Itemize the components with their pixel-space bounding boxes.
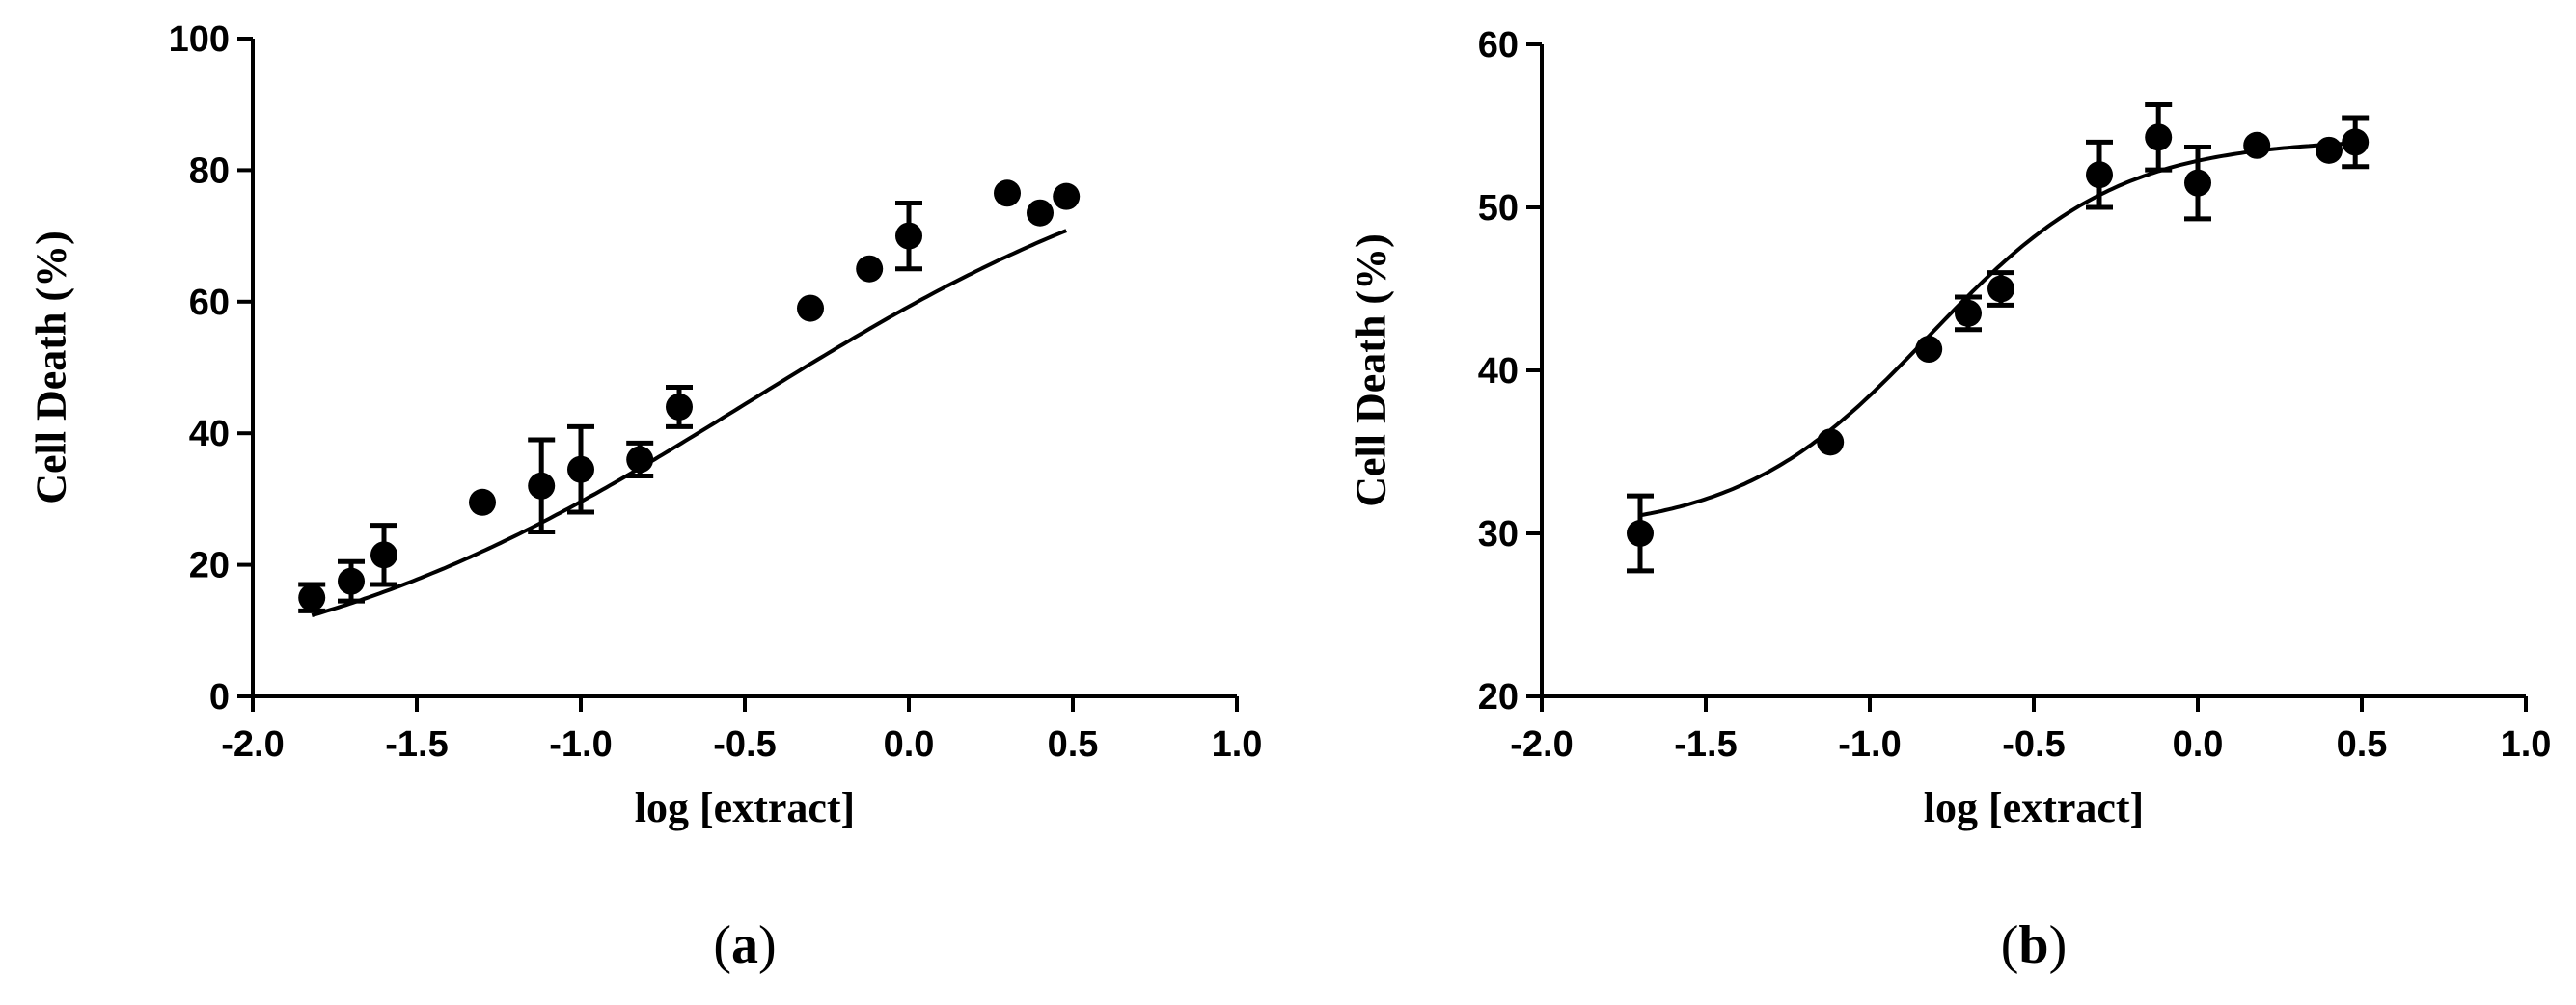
data-point — [2145, 123, 2173, 151]
x-axis-label: log [extract] — [1924, 784, 2144, 831]
y-tick-label: 80 — [189, 150, 230, 191]
panel-label: (b) — [2001, 915, 2067, 975]
fit-curve — [311, 229, 1067, 618]
x-tick-label: 0.0 — [2173, 724, 2224, 765]
x-tick-label: 1.0 — [2501, 724, 2552, 765]
data-point — [370, 541, 397, 569]
y-tick-label: 40 — [189, 414, 230, 454]
x-axis-label: log [extract] — [635, 784, 855, 831]
panel-label: (a) — [713, 915, 776, 975]
data-point — [1955, 299, 1982, 327]
y-axis-label: Cell Death (%) — [1347, 233, 1394, 507]
y-tick-label: 30 — [1478, 514, 1519, 555]
panel-label-open-paren: ( — [713, 915, 731, 975]
data-point — [2243, 131, 2271, 159]
data-point — [797, 294, 824, 322]
y-tick-label: 20 — [189, 546, 230, 586]
y-tick-label: 60 — [1478, 25, 1519, 66]
x-tick-label: -0.5 — [2002, 724, 2065, 765]
y-tick-label: 20 — [1478, 677, 1519, 718]
x-tick-label: -1.0 — [1838, 724, 1901, 765]
data-point — [856, 255, 884, 283]
x-tick-label: -0.5 — [713, 724, 776, 765]
data-point — [528, 472, 556, 500]
data-point — [1627, 520, 1654, 547]
panel-label-close-paren: ) — [2049, 915, 2068, 975]
data-point — [2342, 128, 2370, 156]
x-tick-label: 0.0 — [884, 724, 935, 765]
data-point — [1027, 199, 1054, 227]
panel-b-chart: 20 30 40 50 60 -2.0 -1.5 -1.0 -0.5 0.0 0.5 1.0 log [… — [1347, 25, 2551, 975]
x-tick-label: 1.0 — [1212, 724, 1263, 765]
data-point — [994, 179, 1021, 207]
data-point — [469, 488, 496, 516]
data-point — [298, 584, 326, 611]
y-tick-label: 60 — [189, 283, 230, 323]
y-tick-label: 0 — [209, 677, 230, 718]
fit-curve — [1639, 141, 2356, 518]
x-tick-label: 0.5 — [2337, 724, 2388, 765]
data-point — [1817, 428, 1845, 456]
x-tick-label: -1.0 — [549, 724, 612, 765]
data-point — [1915, 336, 1943, 364]
data-point — [2184, 169, 2211, 197]
x-tick-label: 0.5 — [1048, 724, 1099, 765]
data-point — [1053, 182, 1081, 210]
data-point — [2086, 161, 2113, 189]
x-tick-label: -1.5 — [1674, 724, 1737, 765]
data-point — [338, 567, 365, 595]
panel-label-open-paren: ( — [2001, 915, 2019, 975]
data-point — [1987, 275, 2014, 303]
data-point — [567, 455, 594, 483]
data-point — [895, 222, 922, 250]
x-tick-label: -2.0 — [1510, 724, 1573, 765]
y-tick-label: 40 — [1478, 351, 1519, 392]
y-tick-label: 50 — [1478, 188, 1519, 229]
x-tick-label: -2.0 — [221, 724, 284, 765]
panel-a-chart: 0 20 40 60 80 100 -2.0 -1.5 -1.0 -0.5 0.0 0.5 1.0 log… — [27, 19, 1262, 975]
panel-label-close-paren: ) — [758, 915, 777, 975]
y-tick-label: 100 — [169, 19, 230, 60]
data-point — [626, 446, 654, 474]
data-point — [666, 393, 693, 421]
y-axis-label: Cell Death (%) — [27, 231, 74, 504]
data-point — [2316, 136, 2343, 164]
x-tick-label: -1.5 — [385, 724, 448, 765]
panel-label-letter: b — [2018, 915, 2048, 975]
panel-label-letter: a — [731, 915, 758, 975]
